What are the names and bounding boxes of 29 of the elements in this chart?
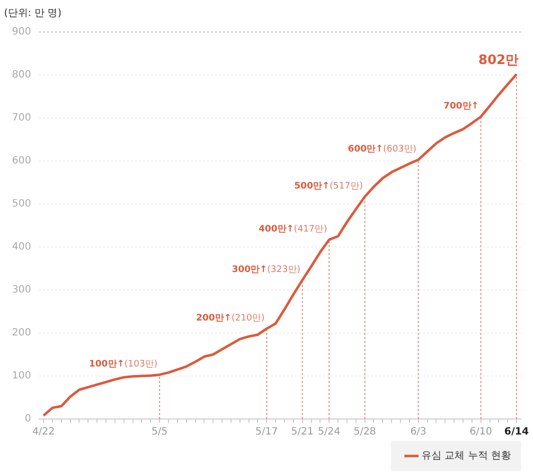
annotation: 700만↑ [444,102,479,112]
y-tick-label: 700 [12,112,32,124]
y-tick-label: 100 [12,370,32,382]
annotation: 200만↑(210만) [196,314,265,324]
y-tick-label: 900 [12,26,32,38]
y-axis-title: (단위: 만 명) [4,7,62,20]
y-tick-label: 800 [12,70,32,81]
x-tick-label: 4/22 [32,426,55,438]
y-tick-label: 300 [12,284,32,296]
x-tick-label: 6/14 [504,426,529,438]
x-tick-label: 6/10 [470,426,492,438]
legend-label: 유심 교체 누적 현황 [421,450,512,462]
annotation: 500만↑(517만) [294,182,363,192]
annotation: 100만↑(103만) [89,360,158,370]
annotation: 400만↑(417만) [258,224,328,235]
x-tick-label: 5/24 [318,426,340,438]
y-tick-label: 400 [12,242,32,253]
y-tick-label: 0 [24,414,32,425]
annotation: 300만↑(323만) [232,265,300,276]
x-tick-label: 6/3 [410,426,426,438]
x-tick-label: 5/21 [291,426,314,438]
annotation: 600만↑(603만) [348,144,416,155]
x-tick-label: 5/17 [255,426,278,438]
x-tick-label: 5/5 [152,426,168,438]
y-tick-label: 600 [12,156,32,167]
y-tick-label: 200 [12,328,32,339]
annotation: 802만 [478,53,519,68]
x-tick-label: 5/28 [354,426,376,438]
y-tick-label: 500 [12,198,32,210]
